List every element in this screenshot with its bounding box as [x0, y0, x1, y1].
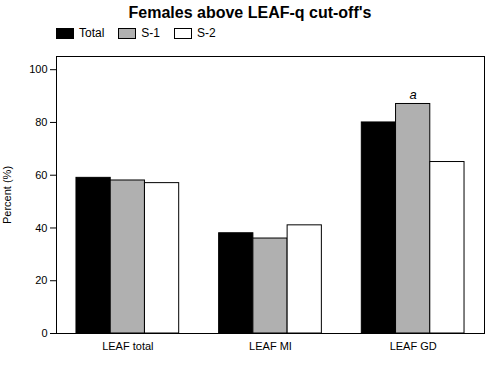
svg-text:LEAF total: LEAF total [102, 340, 153, 352]
svg-text:Percent (%): Percent (%) [1, 166, 13, 224]
svg-text:40: 40 [35, 221, 47, 233]
svg-text:80: 80 [35, 116, 47, 128]
svg-text:a: a [410, 87, 417, 102]
html-text:S-2: S-2 [197, 26, 216, 40]
html-text:Total: Total [79, 26, 105, 40]
html-text:Females above LEAF-q cut-off's: Females above LEAF-q cut-off's [128, 4, 372, 21]
html-text:S-1: S-1 [141, 26, 160, 40]
svg-text:100: 100 [29, 63, 47, 75]
svg-text:0: 0 [41, 327, 47, 339]
svg-text:20: 20 [35, 274, 47, 286]
svg-text:LEAF GD: LEAF GD [390, 340, 437, 352]
svg-text:60: 60 [35, 169, 47, 181]
svg-text:LEAF MI: LEAF MI [249, 340, 292, 352]
